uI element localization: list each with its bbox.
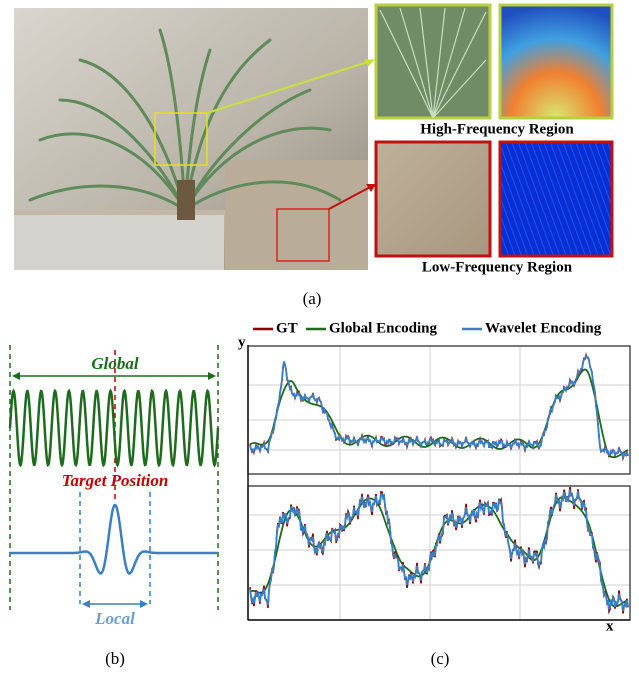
curve [250, 497, 628, 606]
global-wave [10, 391, 218, 465]
legend-label: Wavelet Encoding [485, 320, 602, 336]
plot-frame [248, 486, 630, 620]
grid [248, 346, 630, 620]
hf-map [500, 5, 612, 118]
high-label: High-Frequency Region [420, 121, 574, 137]
legend-label: GT [276, 320, 298, 336]
legend: GT Global Encoding Wavelet Encoding [253, 320, 602, 336]
hf-crop [376, 5, 490, 118]
lf-crop [376, 142, 490, 256]
photo [14, 8, 376, 270]
global-label: Global [91, 354, 139, 373]
low-label: Low-Frequency Region [422, 259, 573, 275]
target-label: Target Position [62, 471, 169, 490]
caption: (c) [431, 649, 450, 668]
local-label: Local [94, 609, 135, 628]
caption: (a) [303, 289, 322, 308]
x-label: x [606, 618, 614, 634]
curve [250, 356, 628, 457]
lf-map [500, 142, 612, 256]
y-label: y [238, 334, 246, 350]
legend-label: Global Encoding [329, 320, 437, 336]
plot-frame [248, 346, 630, 474]
figure: High-Frequency Region Low-Frequency Regi… [0, 0, 639, 673]
local-wave [10, 505, 218, 573]
caption: (b) [105, 649, 125, 668]
curves [250, 355, 628, 614]
